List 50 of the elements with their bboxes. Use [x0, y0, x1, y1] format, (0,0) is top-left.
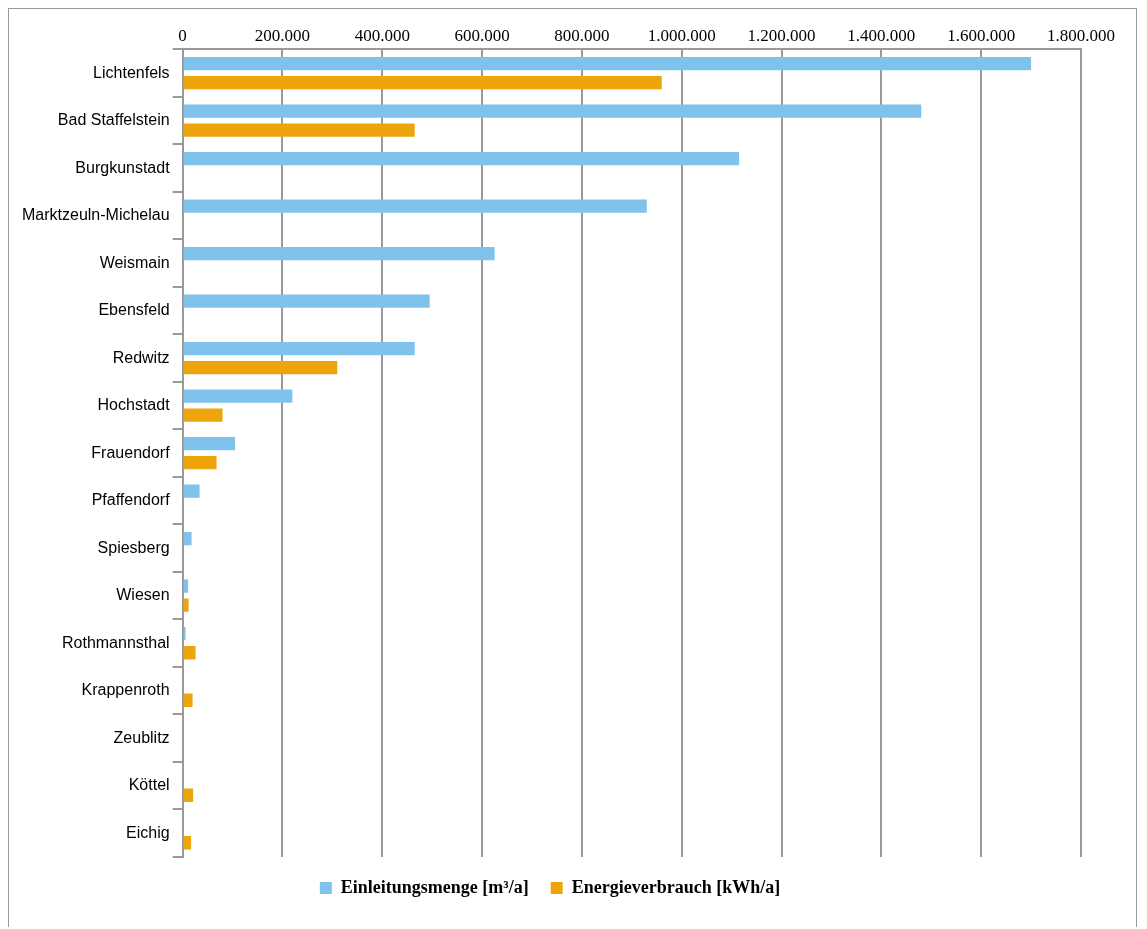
legend-label: Energieverbrauch [kWh/a] [571, 876, 781, 897]
y-tick-label: Frauendorf [91, 443, 171, 461]
x-tick-label: 200.000 [254, 25, 311, 45]
y-tick-label: Eichig [126, 823, 170, 841]
x-tick-label: 1.200.000 [747, 25, 816, 45]
y-tick-label: Zeublitz [113, 728, 170, 746]
bar [183, 57, 1032, 71]
bar [183, 247, 495, 261]
bar [183, 408, 223, 422]
y-tick-label: Redwitz [112, 348, 170, 366]
bar [183, 484, 200, 498]
x-tick-label: 0 [178, 25, 187, 45]
y-tick-label: Spiesberg [97, 538, 170, 556]
y-tick-label: Weismain [99, 253, 170, 271]
bar [183, 152, 740, 166]
bar [183, 788, 194, 802]
y-tick-label: Pfaffendorf [91, 491, 171, 509]
x-tick-label: 1.000.000 [647, 25, 716, 45]
y-tick-label: Wiesen [116, 586, 170, 604]
bar [183, 456, 217, 470]
bar [183, 294, 430, 308]
y-tick-label: Ebensfeld [98, 301, 170, 319]
bar [183, 532, 192, 546]
bar [183, 123, 415, 137]
bar [183, 104, 922, 118]
y-tick-label: Marktzeuln-Michelau [22, 206, 170, 224]
y-tick-label: Rothmannsthal [61, 633, 170, 651]
y-tick-label: Bad Staffelstein [57, 111, 170, 129]
bar [183, 437, 236, 451]
bar [183, 836, 192, 850]
x-tick-label: 600.000 [454, 25, 510, 45]
bar [183, 389, 293, 403]
bar [183, 342, 415, 356]
y-tick-label: Köttel [128, 776, 170, 794]
x-tick-label: 1.600.000 [947, 25, 1016, 45]
bar [183, 646, 196, 660]
x-tick-label: 1.400.000 [847, 25, 916, 45]
bar [183, 693, 193, 707]
bar [183, 598, 189, 612]
x-tick-label: 1.800.000 [1047, 25, 1115, 45]
y-tick-label: Lichtenfels [93, 63, 170, 81]
y-tick-label: Hochstadt [97, 396, 171, 414]
legend-label: Einleitungsmenge [m³/a] [340, 876, 529, 897]
x-tick-label: 800.000 [554, 25, 610, 45]
bar [183, 199, 647, 213]
x-tick-label: 400.000 [354, 25, 410, 45]
y-tick-label: Krappenroth [81, 681, 170, 699]
bar [183, 76, 662, 90]
bar [183, 361, 338, 375]
y-tick-label: Burgkunstadt [75, 158, 171, 176]
